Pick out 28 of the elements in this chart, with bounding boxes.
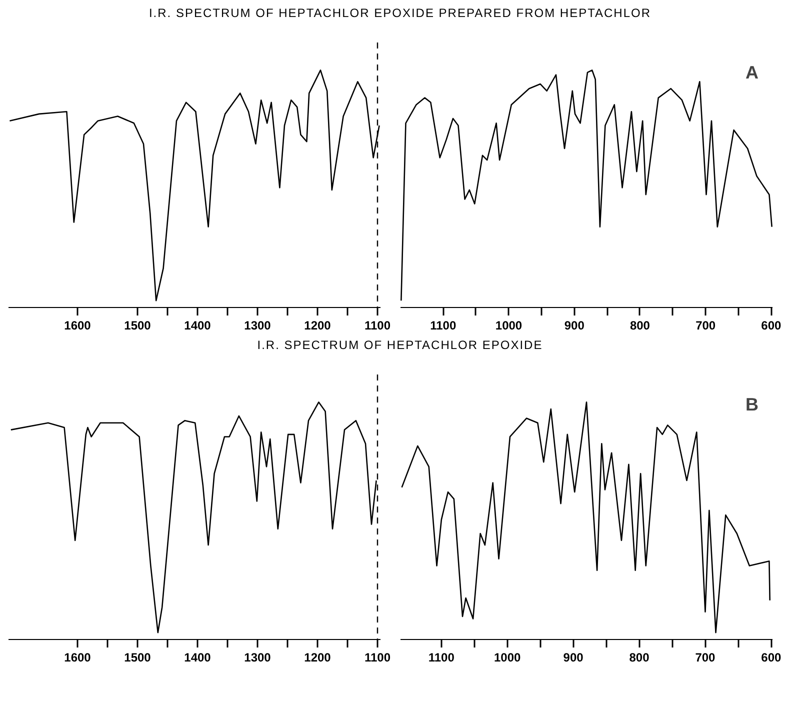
x-tick-label: 1100 xyxy=(364,650,391,664)
x-tick-label: 1300 xyxy=(244,650,272,664)
x-tick-label: 800 xyxy=(630,318,650,332)
x-tick-label: 700 xyxy=(696,318,716,332)
x-tick-label: 600 xyxy=(761,650,782,664)
x-tick-label: 1500 xyxy=(124,650,152,664)
x-tick-label: 1100 xyxy=(430,318,456,332)
x-tick-label: 1400 xyxy=(184,650,212,664)
x-tick-label: 1200 xyxy=(304,318,332,332)
x-tick-label: 800 xyxy=(629,650,650,664)
x-tick-label: 1600 xyxy=(64,318,92,332)
annotation: A xyxy=(746,62,758,82)
x-tick-label: 600 xyxy=(761,318,782,332)
x-tick-label: 1200 xyxy=(304,650,332,664)
chart-title: I.R. SPECTRUM OF HEPTACHLOR EPOXIDE xyxy=(257,337,543,354)
annotation: B xyxy=(746,394,758,414)
chart-title: I.R. SPECTRUM OF HEPTACHLOR EPOXIDE PREPARED FROM HEPTACHLOR xyxy=(148,5,652,22)
x-tick-label: 1300 xyxy=(244,318,272,332)
x-tick-label: 1500 xyxy=(124,318,152,332)
x-tick-label: 1100 xyxy=(428,650,455,664)
x-tick-label: 1400 xyxy=(184,318,212,332)
x-tick-label: 1600 xyxy=(64,650,92,664)
x-tick-label: 1000 xyxy=(495,318,522,332)
x-tick-label: 900 xyxy=(563,650,584,664)
x-tick-label: 700 xyxy=(695,650,716,664)
x-tick-label: 1000 xyxy=(494,650,522,664)
x-tick-label: 900 xyxy=(564,318,585,332)
x-tick-label: 1100 xyxy=(364,318,391,332)
